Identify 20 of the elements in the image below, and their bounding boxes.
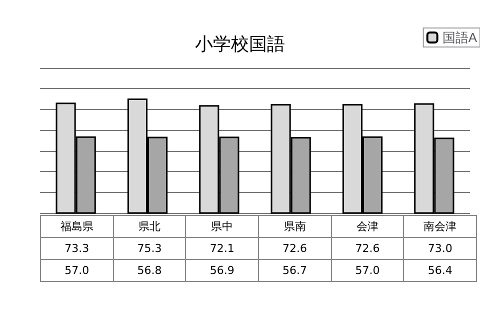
data-label: 57.0: [40, 260, 114, 282]
x-tick-label: 会津: [331, 216, 404, 238]
data-label: 56.8: [113, 260, 186, 282]
x-tick-label: 県北: [113, 216, 186, 238]
data-label: 72.1: [186, 238, 258, 260]
data-label: 72.6: [331, 238, 404, 260]
data-label: 56.4: [404, 260, 476, 282]
x-tick-label: 南会津: [404, 216, 476, 238]
x-tick-label: 福島県: [40, 216, 114, 238]
data-label: 56.9: [186, 260, 258, 282]
x-tick-label: 県南: [258, 216, 332, 238]
data-label: 73.3: [40, 238, 114, 260]
chart-title: 小学校国語: [195, 34, 285, 54]
data-label: 73.0: [404, 238, 476, 260]
x-tick-label: 県中: [186, 216, 258, 238]
legend-label: 国語A: [442, 30, 478, 45]
data-label: 72.6: [258, 238, 332, 260]
data-label: 57.0: [331, 260, 404, 282]
data-label: 56.7: [258, 260, 332, 282]
data-label: 75.3: [113, 238, 186, 260]
